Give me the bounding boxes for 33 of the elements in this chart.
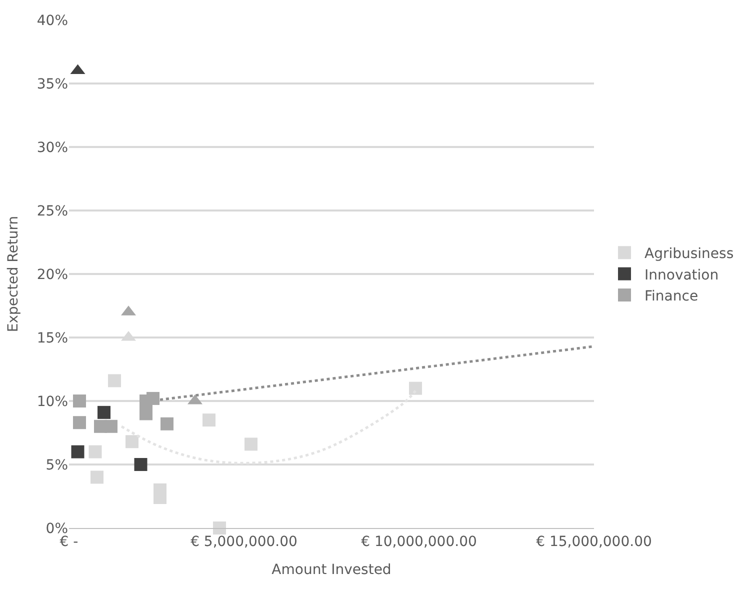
legend-label: Agribusiness xyxy=(644,246,734,262)
point xyxy=(98,406,110,419)
legend-label: Innovation xyxy=(644,267,719,284)
x-tick-label: € 5,000,000.00 xyxy=(190,534,298,550)
y-tick-label: 15% xyxy=(36,330,68,346)
point xyxy=(409,382,422,395)
legend-label: Finance xyxy=(644,288,698,304)
y-tick-label: 5% xyxy=(46,457,68,474)
point xyxy=(73,394,86,408)
x-tick-label: € 10,000,000.00 xyxy=(361,534,477,550)
point xyxy=(134,458,148,471)
y-tick-label: 20% xyxy=(36,266,68,283)
point xyxy=(88,445,102,458)
y-tick-label: 10% xyxy=(36,394,68,410)
y-tick-label: 30% xyxy=(36,140,68,156)
y-tick-label: 35% xyxy=(36,76,68,92)
y-axis-title: Expected Return xyxy=(5,216,22,332)
point xyxy=(71,445,84,458)
point xyxy=(126,435,138,448)
point xyxy=(202,414,216,427)
x-axis-title: Amount Invested xyxy=(272,562,392,578)
point xyxy=(140,407,152,420)
point xyxy=(108,374,121,388)
point xyxy=(104,420,118,433)
point xyxy=(160,417,174,430)
point xyxy=(244,438,258,451)
y-tick-label: 25% xyxy=(36,203,68,220)
point xyxy=(73,416,86,430)
x-tick-label: € 15,000,000.00 xyxy=(536,534,652,550)
y-tick-label: 40% xyxy=(36,12,68,29)
point xyxy=(213,522,226,534)
point xyxy=(90,470,104,484)
point xyxy=(146,392,160,405)
